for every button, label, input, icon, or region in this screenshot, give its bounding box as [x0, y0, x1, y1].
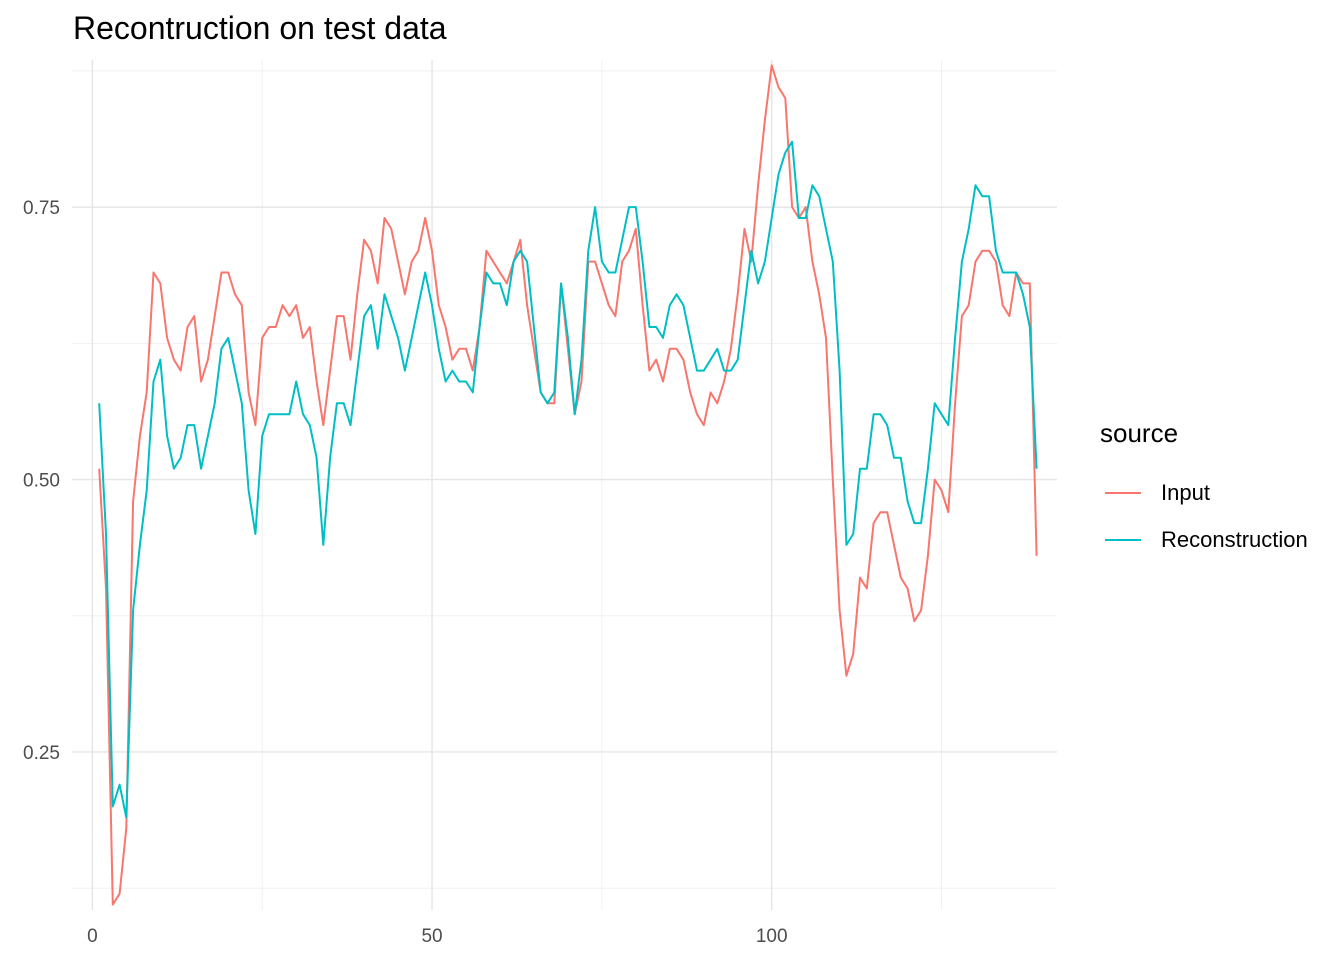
- legend-swatch-reconstruction: [1105, 538, 1141, 541]
- legend-item-reconstruction: Reconstruction: [1100, 516, 1308, 563]
- series-line-input: [98, 64, 1038, 906]
- legend-title: source: [1100, 418, 1179, 448]
- legend-label-input: Input: [1161, 479, 1210, 505]
- chart-title: Recontruction on test data: [73, 10, 447, 46]
- x-tick-label: 0: [87, 926, 98, 947]
- major-gridlines: [72, 60, 1057, 910]
- legend: source Input Reconstruction: [1100, 418, 1308, 563]
- series-layer: [98, 64, 1038, 906]
- minor-gridlines: [72, 60, 1057, 910]
- series-line-reconstruction: [98, 140, 1038, 819]
- x-axis-ticks: 0 50 100: [87, 926, 787, 947]
- y-axis-ticks: 0.25 0.50 0.75: [23, 198, 60, 764]
- legend-swatch-input: [1105, 491, 1141, 494]
- y-tick-label: 0.75: [23, 198, 60, 219]
- x-tick-label: 100: [756, 926, 788, 947]
- legend-item-input: Input: [1100, 469, 1308, 516]
- legend-label-reconstruction: Reconstruction: [1161, 526, 1308, 552]
- y-tick-label: 0.50: [23, 471, 60, 492]
- x-tick-label: 50: [421, 926, 442, 947]
- y-tick-label: 0.25: [23, 743, 60, 764]
